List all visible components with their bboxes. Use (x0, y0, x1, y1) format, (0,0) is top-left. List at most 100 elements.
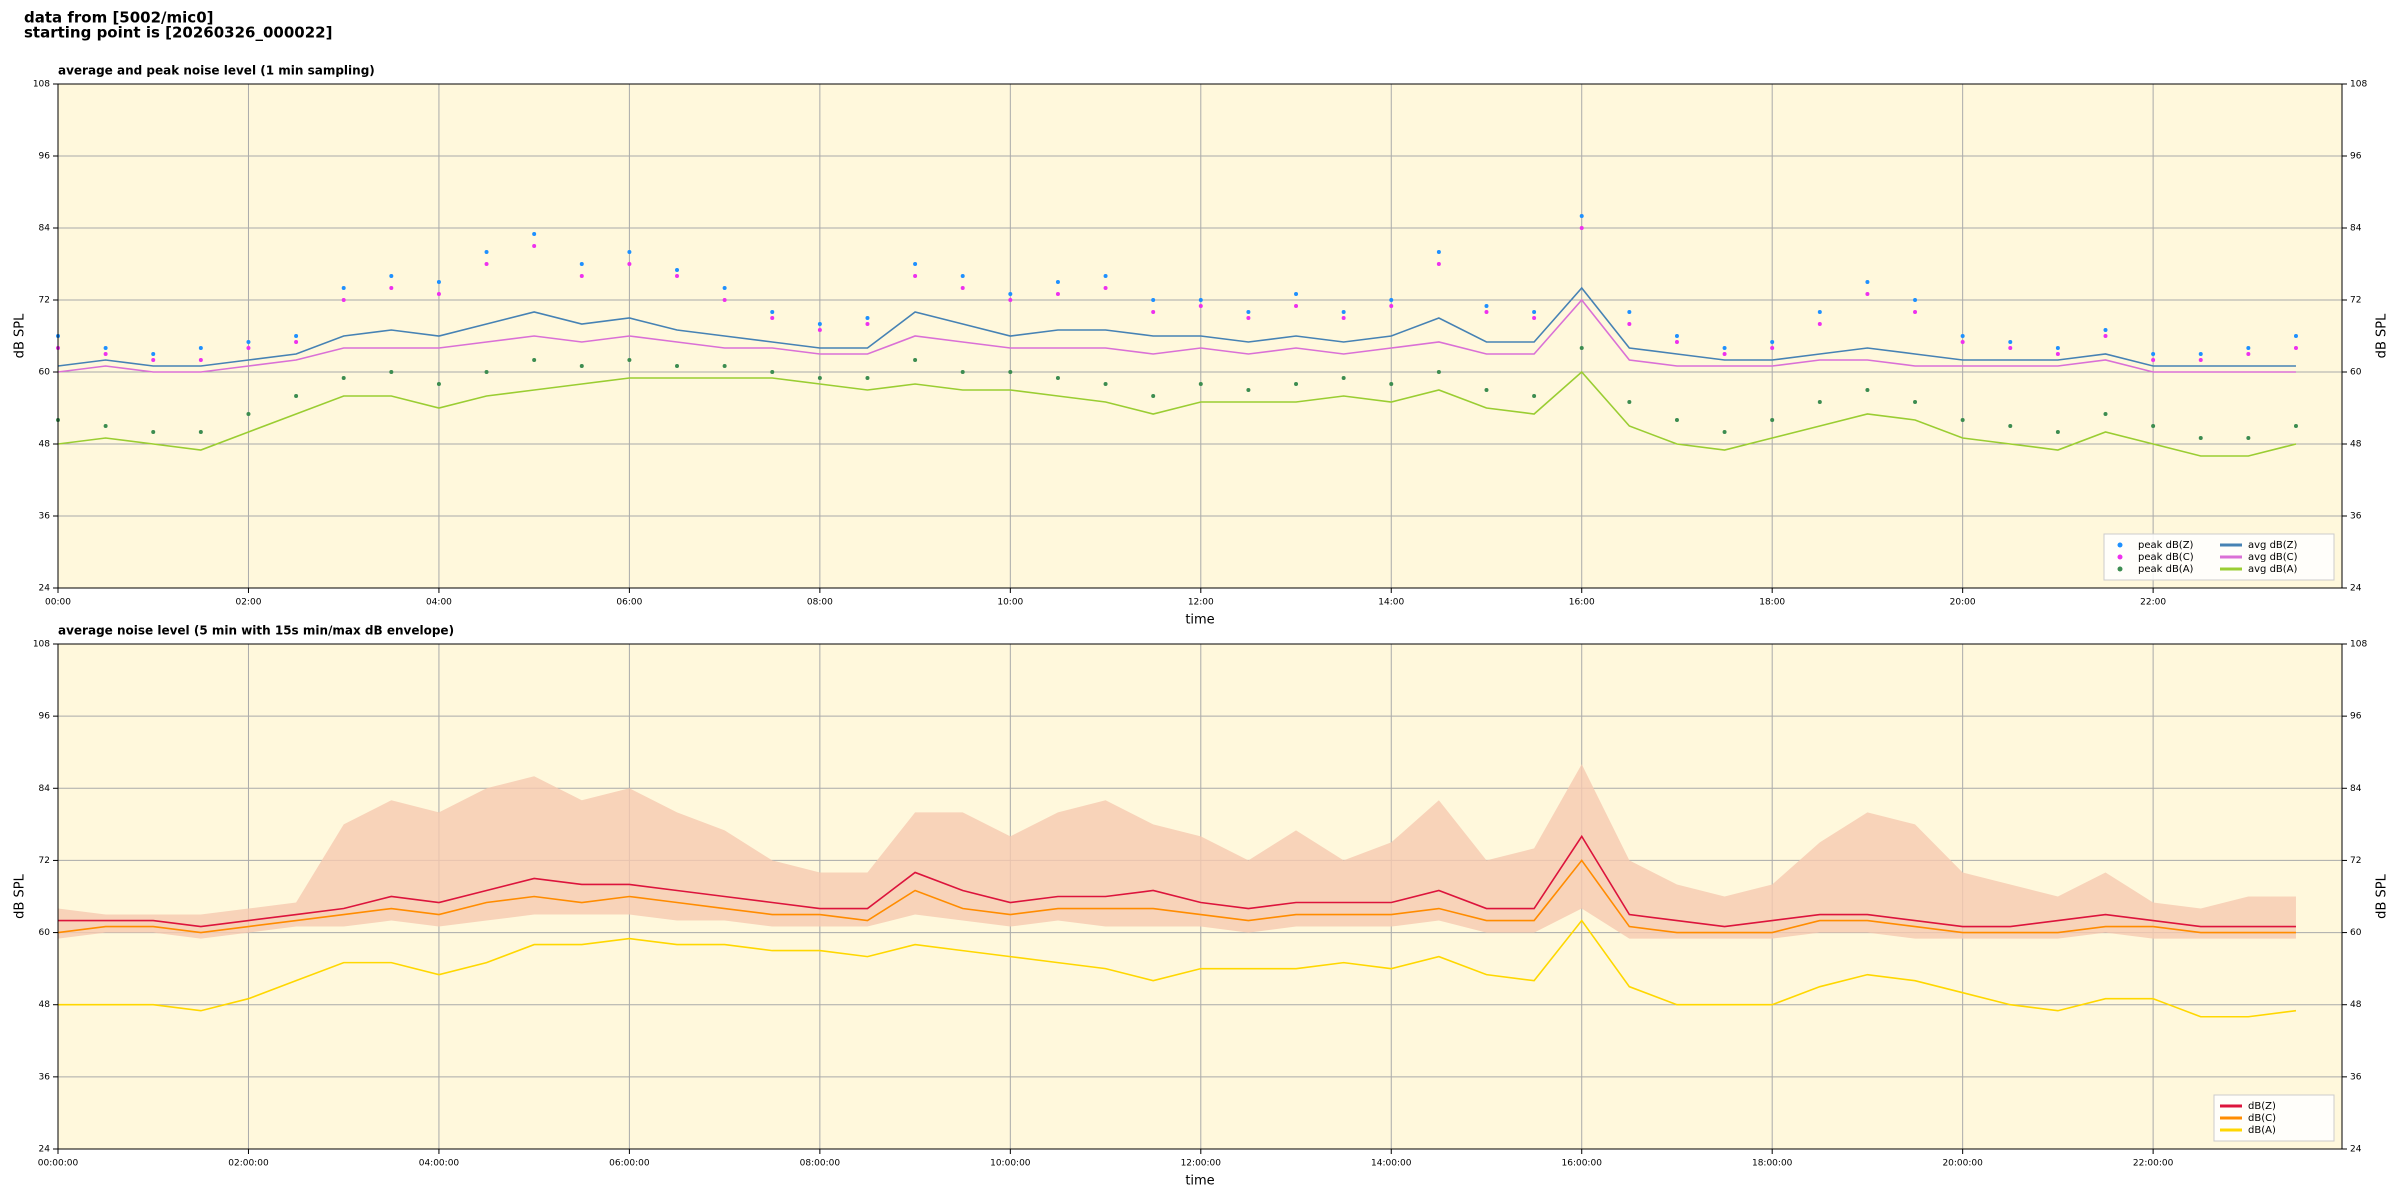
peak-point (1579, 214, 1584, 218)
y2-tick-label: 84 (2350, 784, 2362, 794)
peak-point (1246, 316, 1251, 320)
peak-point (532, 244, 537, 248)
peak-point (1532, 310, 1537, 314)
peak-point (389, 286, 394, 290)
peak-point (675, 364, 680, 368)
peak-point (2246, 436, 2251, 440)
y-tick-label: 48 (39, 1000, 51, 1010)
peak-point (913, 262, 918, 266)
peak-point (722, 364, 727, 368)
peak-point (436, 292, 441, 296)
x-tick-label: 04:00 (426, 598, 452, 608)
peak-point (2103, 334, 2108, 338)
peak-point (1055, 292, 1060, 296)
peak-point (436, 382, 441, 386)
x-axis-label: time (1185, 613, 1214, 628)
peak-point (1674, 334, 1679, 338)
y-tick-label: 108 (33, 80, 50, 90)
y2-axis-label: dB SPL (2375, 873, 2390, 918)
peak-point (1960, 340, 1965, 344)
y2-tick-label: 108 (2350, 640, 2367, 650)
x-tick-label: 10:00 (997, 598, 1023, 608)
peak-point (1436, 262, 1441, 266)
y-tick-label: 72 (39, 856, 50, 866)
peak-point (1151, 310, 1156, 314)
peak-point (389, 274, 394, 278)
legend-swatch (2117, 554, 2123, 560)
y-tick-label: 24 (39, 584, 51, 594)
peak-point (1436, 370, 1441, 374)
peak-point (1484, 388, 1489, 392)
legend-label: dB(A) (2248, 1125, 2276, 1136)
peak-point (1246, 388, 1251, 392)
peak-point (579, 364, 584, 368)
y2-tick-label: 24 (2350, 584, 2362, 594)
series-line (57, 286, 2296, 367)
peak-point (1055, 280, 1060, 284)
peak-point (246, 340, 251, 344)
y2-tick-label: 48 (2350, 440, 2362, 450)
legend-swatch (2117, 542, 2123, 548)
peak-point (1008, 298, 1013, 302)
x-tick-label: 00:00:00 (38, 1159, 79, 1169)
peak-point (484, 370, 489, 374)
peak-point (627, 358, 632, 362)
header-line: data from [5002/mic0] (24, 9, 214, 27)
peak-point (246, 346, 251, 350)
peak-point (1151, 394, 1156, 398)
y2-tick-label: 48 (2350, 1000, 2362, 1010)
y2-tick-label: 36 (2350, 1072, 2362, 1082)
y-tick-label: 108 (33, 640, 50, 650)
peak-point (484, 262, 489, 266)
peak-point (770, 370, 775, 374)
y-tick-label: 24 (39, 1145, 51, 1155)
peak-point (1817, 310, 1822, 314)
plot-frame (57, 643, 2343, 1150)
y-axis-label: dB SPL (13, 313, 28, 358)
peak-point (627, 250, 632, 254)
y2-tick-label: 96 (2350, 712, 2362, 722)
peak-point (1722, 352, 1727, 356)
peak-point (627, 262, 632, 266)
x-tick-label: 16:00:00 (1562, 1159, 1603, 1169)
x-tick-label: 12:00:00 (1181, 1159, 1222, 1169)
x-tick-label: 02:00 (235, 598, 261, 608)
peak-point (2246, 346, 2251, 350)
y-axis-label: dB SPL (13, 873, 28, 918)
y2-tick-label: 84 (2350, 224, 2362, 234)
peak-point (341, 286, 346, 290)
peak-point (1198, 298, 1203, 302)
y2-tick-label: 24 (2350, 1145, 2362, 1155)
peak-point (1341, 376, 1346, 380)
peak-point (2008, 346, 2013, 350)
peak-point (722, 286, 727, 290)
peak-point (1484, 310, 1489, 314)
peak-point (341, 376, 346, 380)
peak-point (1151, 298, 1156, 302)
y-tick-label: 84 (39, 784, 51, 794)
peak-point (1722, 346, 1727, 350)
peak-point (2103, 412, 2108, 416)
peak-point (1055, 376, 1060, 380)
peak-point (2055, 352, 2060, 356)
peak-point (2293, 424, 2298, 428)
peak-point (103, 346, 108, 350)
peak-point (817, 322, 822, 326)
x-tick-label: 08:00:00 (800, 1159, 841, 1169)
peak-point (1198, 382, 1203, 386)
peak-point (2103, 328, 2108, 332)
x-tick-label: 14:00 (1378, 598, 1404, 608)
peak-point (1008, 370, 1013, 374)
peak-point (198, 430, 203, 434)
peak-point (1579, 226, 1584, 230)
peak-point (151, 430, 156, 434)
peak-point (1674, 340, 1679, 344)
header-line: starting point is [20260326_000022] (24, 24, 332, 42)
peak-point (2055, 346, 2060, 350)
peak-point (1865, 292, 1870, 296)
peak-point (1103, 286, 1108, 290)
peak-point (2151, 424, 2156, 428)
y-tick-label: 84 (39, 224, 51, 234)
y-tick-label: 48 (39, 440, 51, 450)
x-tick-label: 18:00:00 (1752, 1159, 1793, 1169)
